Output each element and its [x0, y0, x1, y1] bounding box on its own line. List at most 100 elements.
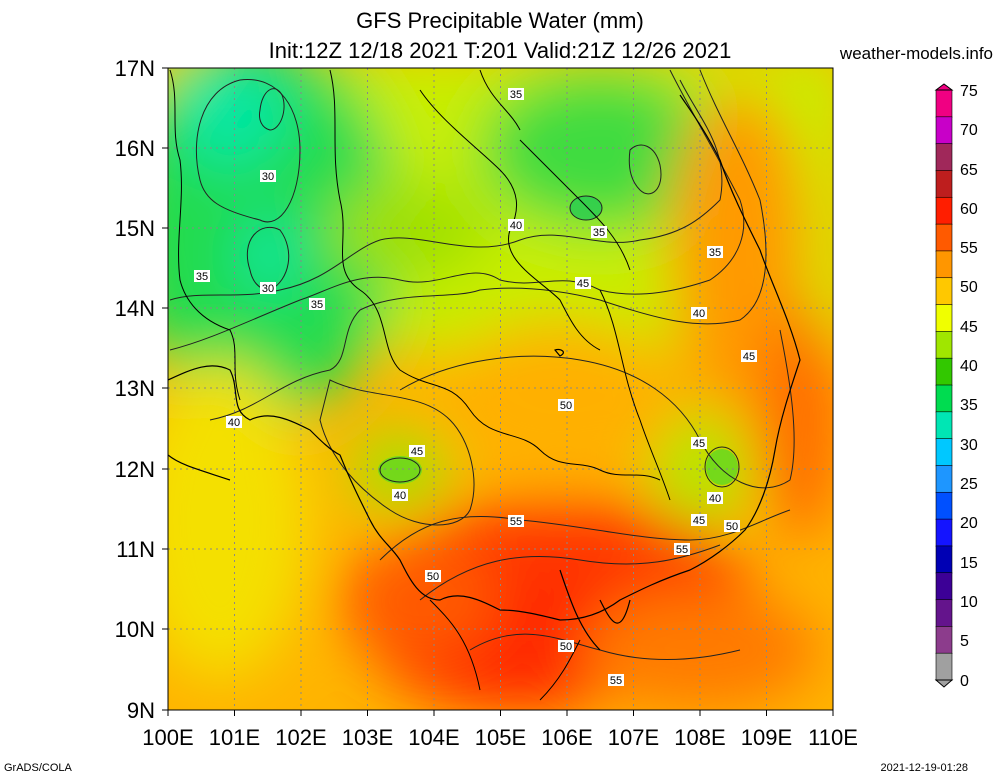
- lon-label: 110E: [808, 725, 858, 750]
- svg-text:35: 35: [510, 89, 522, 101]
- contour-label: 55: [508, 515, 524, 528]
- lat-label: 17N: [115, 56, 155, 81]
- colorbar-top-arrow: [934, 83, 954, 91]
- colorbar-swatch: [935, 599, 953, 628]
- contour-label: 50: [425, 570, 441, 583]
- contour-label: 40: [508, 219, 524, 232]
- colorbar-tick: 60: [960, 201, 978, 218]
- colorbar-tick: 75: [960, 83, 978, 100]
- svg-text:50: 50: [560, 400, 572, 412]
- contour-label: 45: [575, 277, 591, 290]
- coastline: [168, 94, 801, 651]
- colorbar-swatch: [935, 304, 953, 333]
- colorbar-tick: 5: [960, 633, 969, 650]
- contour-label: 55: [674, 543, 690, 556]
- svg-text:55: 55: [610, 675, 622, 687]
- colorbar-tick: 20: [960, 515, 978, 532]
- colorbar-swatch: [935, 223, 953, 252]
- contour-label: 40: [226, 416, 242, 429]
- contour-label: 40: [707, 492, 723, 505]
- contour-label: 35: [194, 270, 210, 283]
- svg-text:40: 40: [709, 493, 721, 505]
- colorbar-swatch: [935, 89, 953, 118]
- footer-right: 2021-12-19-01:28: [880, 762, 968, 774]
- contour-label: 50: [558, 640, 574, 653]
- colorbar-swatch: [935, 545, 953, 574]
- contour-label: 35: [707, 246, 723, 259]
- lon-label: 107E: [608, 725, 659, 750]
- contour-label: 35: [309, 298, 325, 311]
- colorbar-swatch: [935, 250, 953, 279]
- colorbar-swatch: [935, 572, 953, 601]
- svg-text:30: 30: [262, 283, 274, 295]
- colorbar-swatch: [935, 357, 953, 386]
- colorbar-swatch: [935, 143, 953, 172]
- svg-text:40: 40: [228, 417, 240, 429]
- colorbar-swatch: [935, 331, 953, 359]
- colorbar-swatch: [935, 170, 953, 199]
- lon-label: 105E: [475, 725, 526, 750]
- svg-text:50: 50: [726, 521, 738, 533]
- svg-text:50: 50: [560, 641, 572, 653]
- svg-text:55: 55: [510, 516, 522, 528]
- gridlines: [168, 68, 833, 710]
- svg-text:40: 40: [693, 308, 705, 320]
- contour-lines: [169, 69, 795, 660]
- lat-label: 16N: [115, 136, 155, 161]
- contour-label: 50: [558, 399, 574, 412]
- latitude-labels: 17N 16N 15N 14N 13N 12N 11N 10N 9N: [115, 56, 155, 723]
- svg-text:45: 45: [743, 351, 755, 363]
- contour-labels: 35 30 30 35 35 40 35 35 45 40 45 40 40 4…: [194, 88, 757, 687]
- lat-label: 11N: [116, 537, 155, 562]
- contour-label: 30: [260, 170, 276, 183]
- colorbar-tick: 50: [960, 279, 978, 296]
- lon-label: 100E: [142, 725, 193, 750]
- contour-label: 45: [741, 350, 757, 363]
- colorbar-swatch: [935, 626, 953, 654]
- colorbar-tick: 25: [960, 476, 978, 493]
- contour-label: 35: [508, 88, 524, 101]
- colorbar-tick: 70: [960, 122, 978, 139]
- colorbar: 75 70 65 60 55 50 45 40 35 30 25 20 15 1…: [934, 83, 978, 690]
- lat-label: 10N: [115, 617, 155, 642]
- colorbar-tick: 65: [960, 162, 978, 179]
- colorbar-tick: 55: [960, 240, 978, 257]
- footer-left: GrADS/COLA: [4, 762, 72, 774]
- lon-label: 106E: [541, 725, 592, 750]
- colorbar-swatch: [935, 465, 953, 494]
- svg-text:40: 40: [394, 490, 406, 502]
- svg-text:30: 30: [262, 171, 274, 183]
- svg-text:35: 35: [709, 247, 721, 259]
- svg-text:35: 35: [593, 227, 605, 239]
- colorbar-tick: 0: [960, 673, 969, 690]
- axis-ticks: [162, 67, 834, 716]
- svg-text:55: 55: [676, 544, 688, 556]
- svg-text:35: 35: [311, 299, 323, 311]
- colorbar-swatches: [935, 89, 953, 681]
- site-label: weather-models.info: [839, 44, 993, 63]
- contour-label: 45: [409, 445, 425, 458]
- svg-text:40: 40: [510, 220, 522, 232]
- lat-label: 12N: [115, 457, 155, 482]
- precipitable-water-field: [168, 68, 833, 710]
- colorbar-swatch: [935, 384, 953, 413]
- lon-label: 101E: [209, 725, 260, 750]
- lon-label: 104E: [408, 725, 459, 750]
- colorbar-swatch: [935, 438, 953, 467]
- colorbar-swatch: [935, 116, 953, 145]
- colorbar-tick: 35: [960, 397, 978, 414]
- colorbar-swatch: [935, 196, 953, 225]
- contour-label: 45: [691, 514, 707, 527]
- contour-label: 45: [691, 437, 707, 450]
- lon-label: 108E: [674, 725, 725, 750]
- title-line-2: Init:12Z 12/18 2021 T:201 Valid:21Z 12/2…: [268, 38, 732, 63]
- lon-label: 109E: [741, 725, 792, 750]
- contour-label: 40: [392, 489, 408, 502]
- lon-label: 102E: [275, 725, 326, 750]
- svg-text:50: 50: [427, 571, 439, 583]
- country-borders: [169, 69, 671, 701]
- contour-label: 30: [260, 282, 276, 295]
- colorbar-bottom-arrow: [934, 679, 954, 688]
- colorbar-tick: 10: [960, 594, 978, 611]
- svg-text:35: 35: [196, 271, 208, 283]
